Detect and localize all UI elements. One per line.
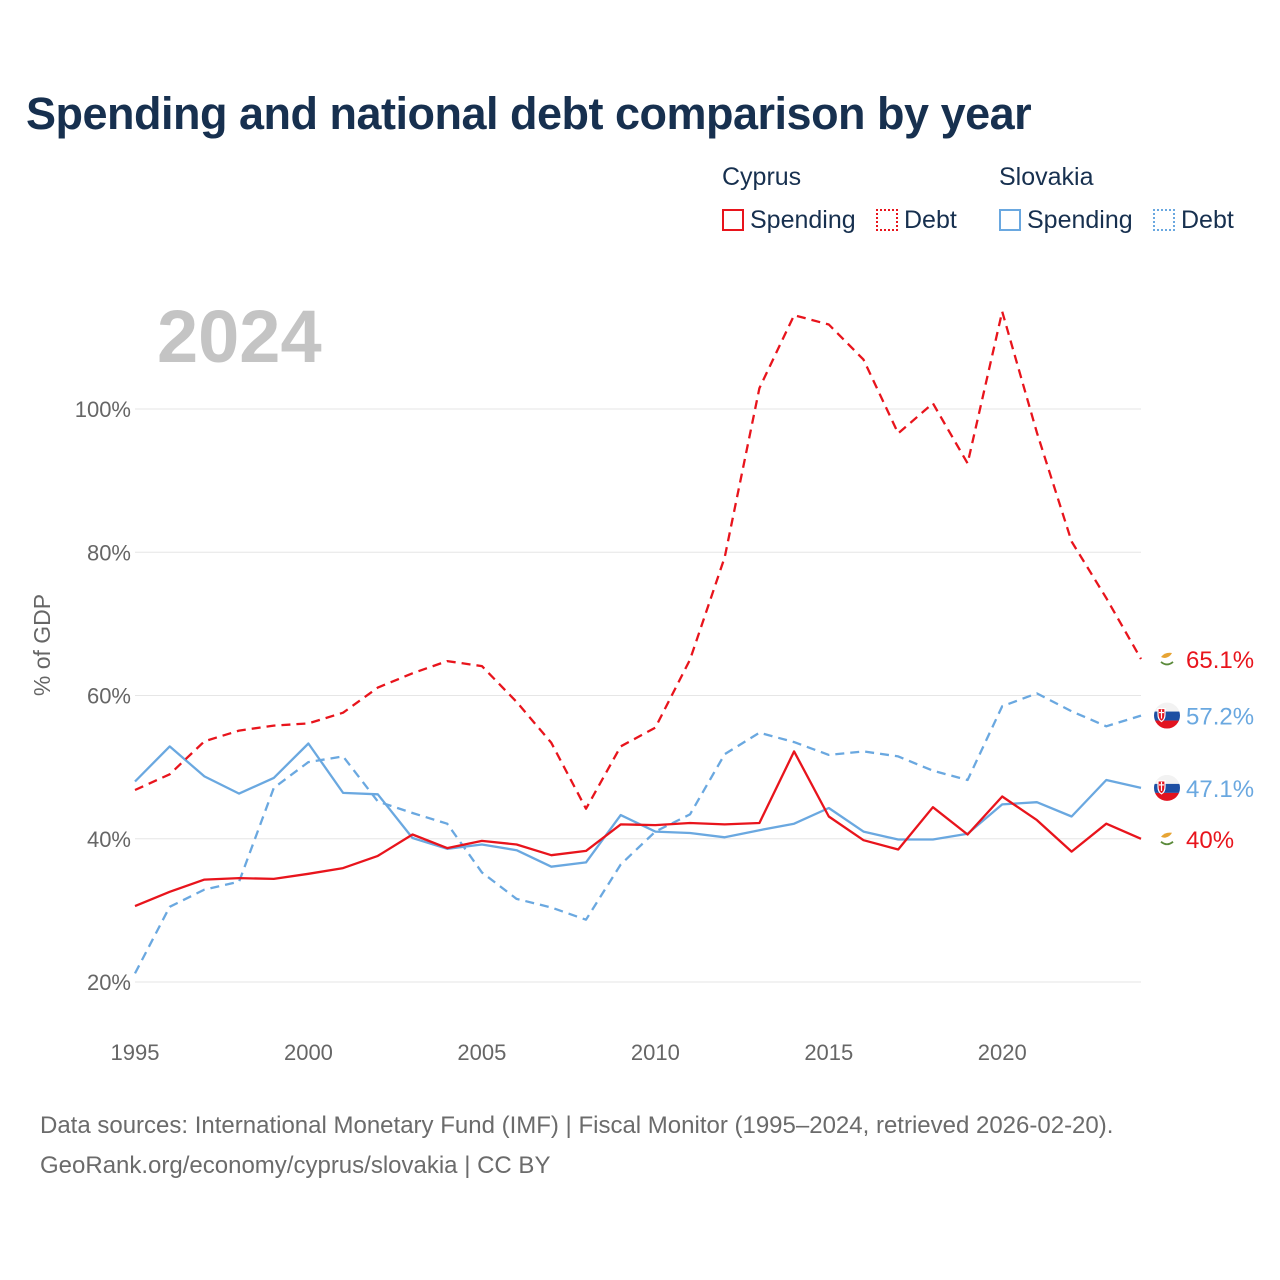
x-tick-label: 2010: [631, 1040, 680, 1065]
legend-swatch-slovakia-spending: [999, 209, 1021, 231]
cyprus-flag-icon: [1159, 830, 1175, 847]
y-tick-label: 40%: [87, 827, 131, 852]
series-line-cyprus-debt[interactable]: [134, 310, 1142, 810]
legend-group-slovakia: Slovakia: [999, 163, 1094, 191]
y-tick-label: 60%: [87, 684, 131, 709]
legend-swatch-slovakia-debt: [1153, 209, 1175, 231]
x-tick-label: 1995: [111, 1040, 160, 1065]
series-line-cyprus-spending[interactable]: [134, 750, 1142, 908]
legend-cyprus-debt[interactable]: Debt: [876, 205, 957, 235]
cyprus-flag-icon: [1159, 650, 1175, 667]
slovakia-flag-icon: [1154, 774, 1180, 801]
end-label-cyprus-spending: 40%: [1186, 827, 1234, 854]
y-tick-label: 20%: [87, 970, 131, 995]
y-tick-label: 80%: [87, 540, 131, 565]
y-axis-label: % of GDP: [29, 594, 55, 696]
slovakia-flag-icon: [1154, 702, 1180, 729]
legend-cyprus-spending[interactable]: Spending: [722, 205, 856, 235]
legend-group-cyprus: Cyprus: [722, 163, 802, 191]
end-label-cyprus-debt: 65.1%: [1186, 647, 1254, 674]
legend-swatch-cyprus-debt: [876, 209, 898, 231]
legend-slovakia-debt[interactable]: Debt: [1153, 205, 1234, 235]
legend-slovakia-spending[interactable]: Spending: [999, 205, 1133, 235]
end-label-slovakia-spending: 47.1%: [1186, 776, 1254, 803]
legend-label-slovakia-spending: Spending: [1027, 205, 1133, 234]
x-tick-label: 2015: [804, 1040, 853, 1065]
end-label-slovakia-debt: 57.2%: [1186, 704, 1254, 731]
x-tick-label: 2005: [457, 1040, 506, 1065]
year-label: 2024: [157, 295, 322, 378]
y-tick-label: 100%: [75, 397, 131, 422]
legend-label-slovakia-debt: Debt: [1181, 205, 1234, 234]
source-line-1: Data sources: International Monetary Fun…: [40, 1112, 1114, 1139]
chart-title: Spending and national debt comparison by…: [26, 88, 1032, 139]
legend-swatch-cyprus-spending: [722, 209, 744, 231]
x-tick-label: 2000: [284, 1040, 333, 1065]
source-line-2[interactable]: GeoRank.org/economy/cyprus/slovakia | CC…: [40, 1152, 551, 1179]
legend-label-cyprus-debt: Debt: [904, 205, 957, 234]
series-line-slovakia-debt[interactable]: [133, 692, 1142, 974]
legend-label-cyprus-spending: Spending: [750, 205, 856, 234]
source-note: Data sources: International Monetary Fun…: [40, 1106, 1113, 1186]
x-tick-label: 2020: [978, 1040, 1027, 1065]
